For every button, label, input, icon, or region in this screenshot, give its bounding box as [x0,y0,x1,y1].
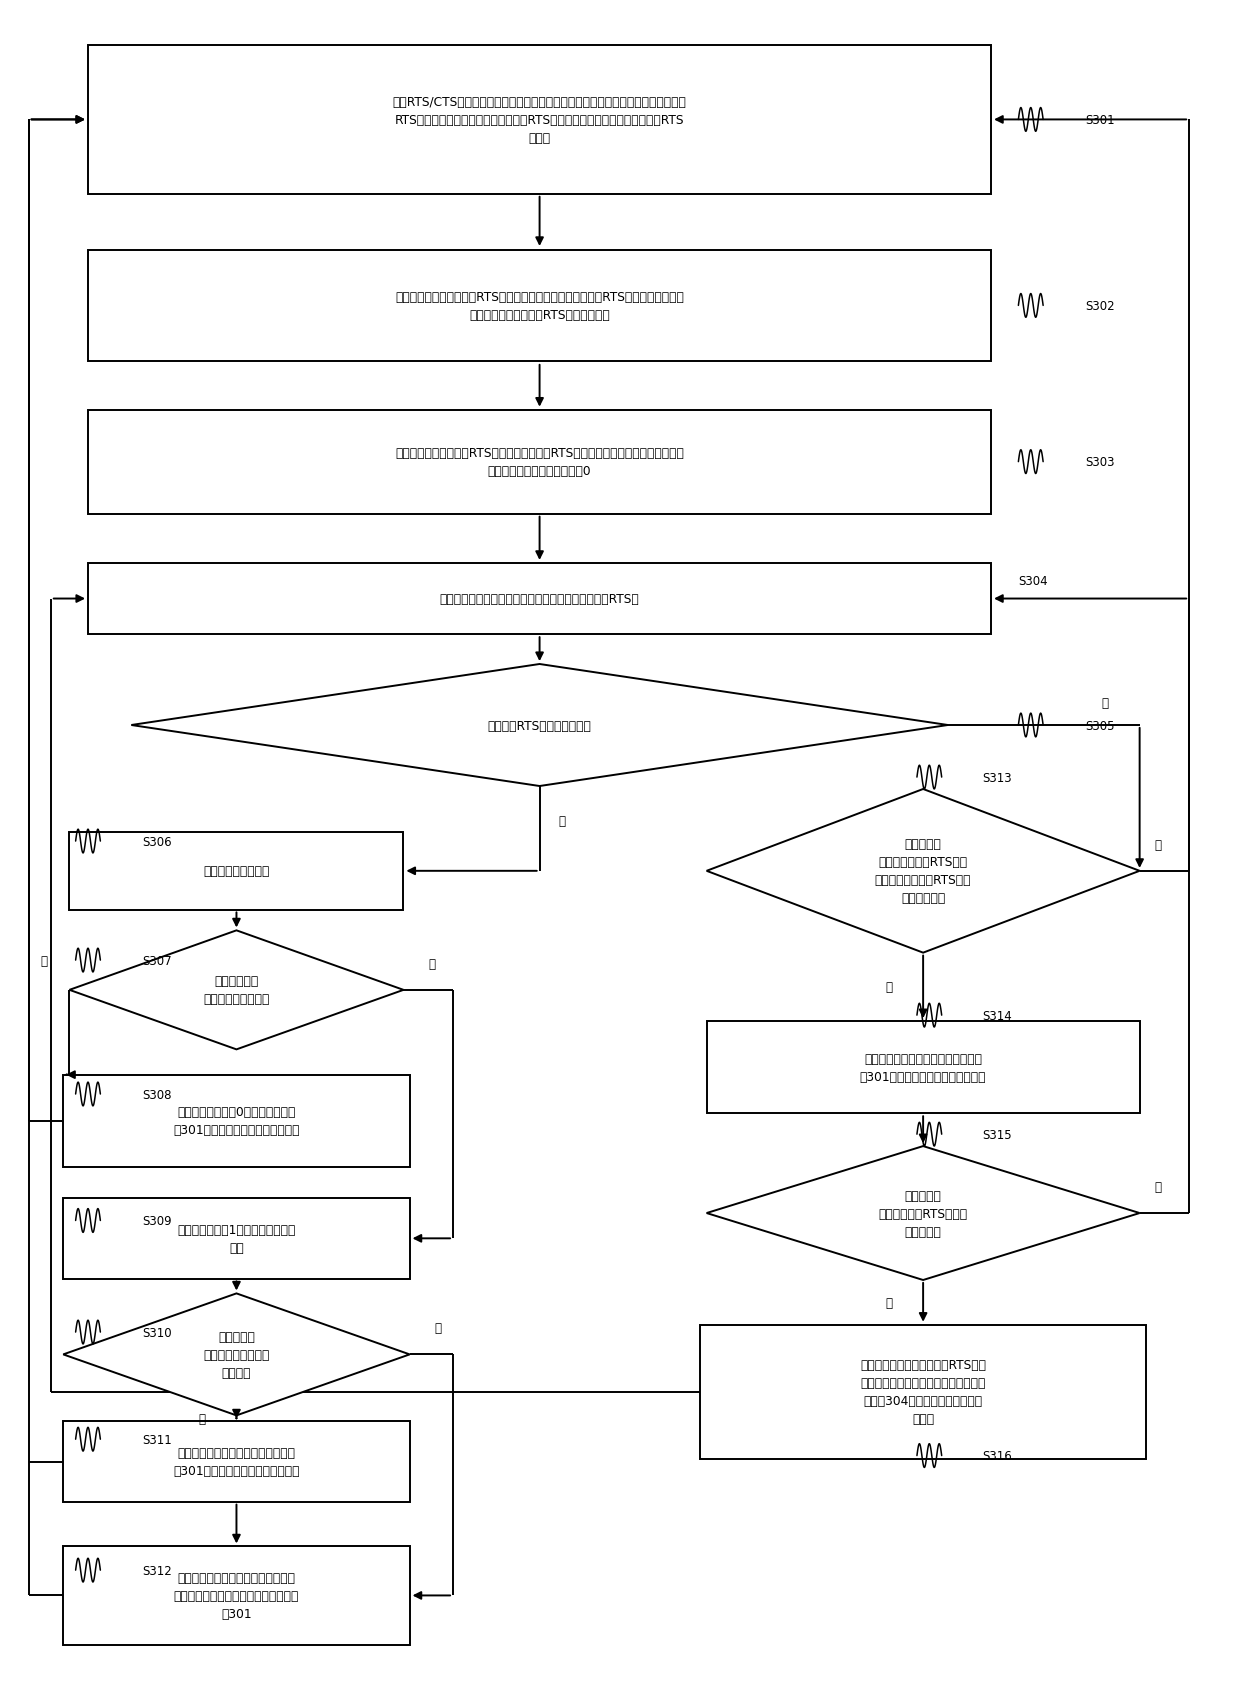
Text: S307: S307 [143,954,172,968]
Polygon shape [63,1294,409,1416]
Text: 使用发送次数加1后的数值更新发送
次数: 使用发送次数加1后的数值更新发送 次数 [177,1223,295,1255]
Text: 将当前时间周期对应的RTS帧的首发速率作为RTS帧的当前发送速率，并将当前待发
送数据对应的发送次数设置为0: 将当前时间周期对应的RTS帧的首发速率作为RTS帧的当前发送速率，并将当前待发 … [396,447,684,477]
Text: S304: S304 [1018,576,1048,588]
Bar [63,1199,409,1279]
Text: S315: S315 [982,1127,1012,1141]
Bar [63,1547,409,1645]
Text: 将与未发送成功的当前待发送数据再
次作为当前待发送数据，并返回执行步
骤301: 将与未发送成功的当前待发送数据再 次作为当前待发送数据，并返回执行步 骤301 [174,1571,299,1620]
Bar [707,1022,1140,1114]
Polygon shape [707,790,1140,953]
Text: S316: S316 [982,1448,1012,1462]
Polygon shape [131,664,947,786]
Text: 是: 是 [1154,1180,1162,1194]
Text: 丢弃当前待发送数据，并返回执行步
骤301，直至发送完全部待发送数据: 丢弃当前待发送数据，并返回执行步 骤301，直至发送完全部待发送数据 [859,1053,986,1083]
Text: 在将RTS/CTS机制的状态设置为启动之后以及在发送与当前待发送数据对应的第一个
RTS帧之前，根据前一时间周期对应的RTS误包率，确定当前时间周期对应的RTS: 在将RTS/CTS机制的状态设置为启动之后以及在发送与当前待发送数据对应的第一个… [393,95,687,144]
Text: S310: S310 [143,1326,172,1338]
Text: 是: 是 [558,815,565,829]
Text: 判断发送次
数是否达到数据发送
次数上限: 判断发送次 数是否达到数据发送 次数上限 [203,1330,269,1379]
Text: S311: S311 [143,1433,172,1447]
Bar [88,251,991,362]
Text: S302: S302 [1085,301,1115,312]
Text: 判断当前发
送速率是否为RTS帧的最
低发送速率: 判断当前发 送速率是否为RTS帧的最 低发送速率 [879,1189,967,1238]
Text: 发送当前待发送数据: 发送当前待发送数据 [203,864,269,878]
Text: 是: 是 [40,954,47,968]
Bar [88,564,991,635]
Bar [63,1075,409,1167]
Text: 将比当前发送速率低一级的RTS帧的
发送速率作为当前发送速率，并返回执
行步骤304，直至发送完全部待发
送数据: 将比当前发送速率低一级的RTS帧的 发送速率作为当前发送速率，并返回执 行步骤3… [861,1358,986,1425]
Text: 否: 否 [885,1296,893,1309]
Polygon shape [69,931,403,1049]
Text: 判断当前待
发送数据对应的RTS帧的
发送次数是否到达RTS帧的
发送次数上限: 判断当前待 发送数据对应的RTS帧的 发送次数是否到达RTS帧的 发送次数上限 [875,837,971,905]
Bar [63,1421,409,1501]
Text: S314: S314 [982,1009,1012,1022]
Text: S309: S309 [143,1214,172,1228]
Text: 否: 否 [428,958,435,970]
Text: S308: S308 [143,1088,172,1100]
Text: 使用当前发送速率发送与当前待发送数据对应的一个RTS帧: 使用当前发送速率发送与当前待发送数据对应的一个RTS帧 [440,593,640,606]
Text: 是: 是 [198,1413,206,1425]
Text: 根据当前时间周期对应的RTS误包率以及前一时间周期对应的RTS帧的首发速率，确
定当前时间周期对应的RTS帧的首发速率: 根据当前时间周期对应的RTS误包率以及前一时间周期对应的RTS帧的首发速率，确 … [396,290,684,321]
Text: 丢弃当前待发送数据，并返回执行步
骤301，直至发送完全部待发送数据: 丢弃当前待发送数据，并返回执行步 骤301，直至发送完全部待发送数据 [174,1447,300,1477]
Text: S303: S303 [1085,455,1115,469]
Text: S312: S312 [143,1564,172,1577]
Polygon shape [707,1146,1140,1280]
Bar [88,411,991,514]
Text: 否: 否 [434,1321,441,1335]
Bar [701,1324,1146,1459]
Text: S301: S301 [1085,114,1115,127]
Text: 是: 是 [885,981,893,993]
Text: 否: 否 [1154,839,1162,851]
Text: S313: S313 [982,771,1012,784]
Bar [88,46,991,195]
Text: S306: S306 [143,835,172,847]
Text: 将发送次数重置为0，并返回执行步
骤301，直至发送完全部待发送数据: 将发送次数重置为0，并返回执行步 骤301，直至发送完全部待发送数据 [174,1105,300,1136]
Text: 判断一个RTS帧是否发送成功: 判断一个RTS帧是否发送成功 [487,718,591,732]
Bar [69,832,403,910]
Text: 否: 否 [1101,696,1109,710]
Text: 判断当前待发
送数据是否发送成功: 判断当前待发 送数据是否发送成功 [203,975,269,1005]
Text: S305: S305 [1085,718,1115,732]
